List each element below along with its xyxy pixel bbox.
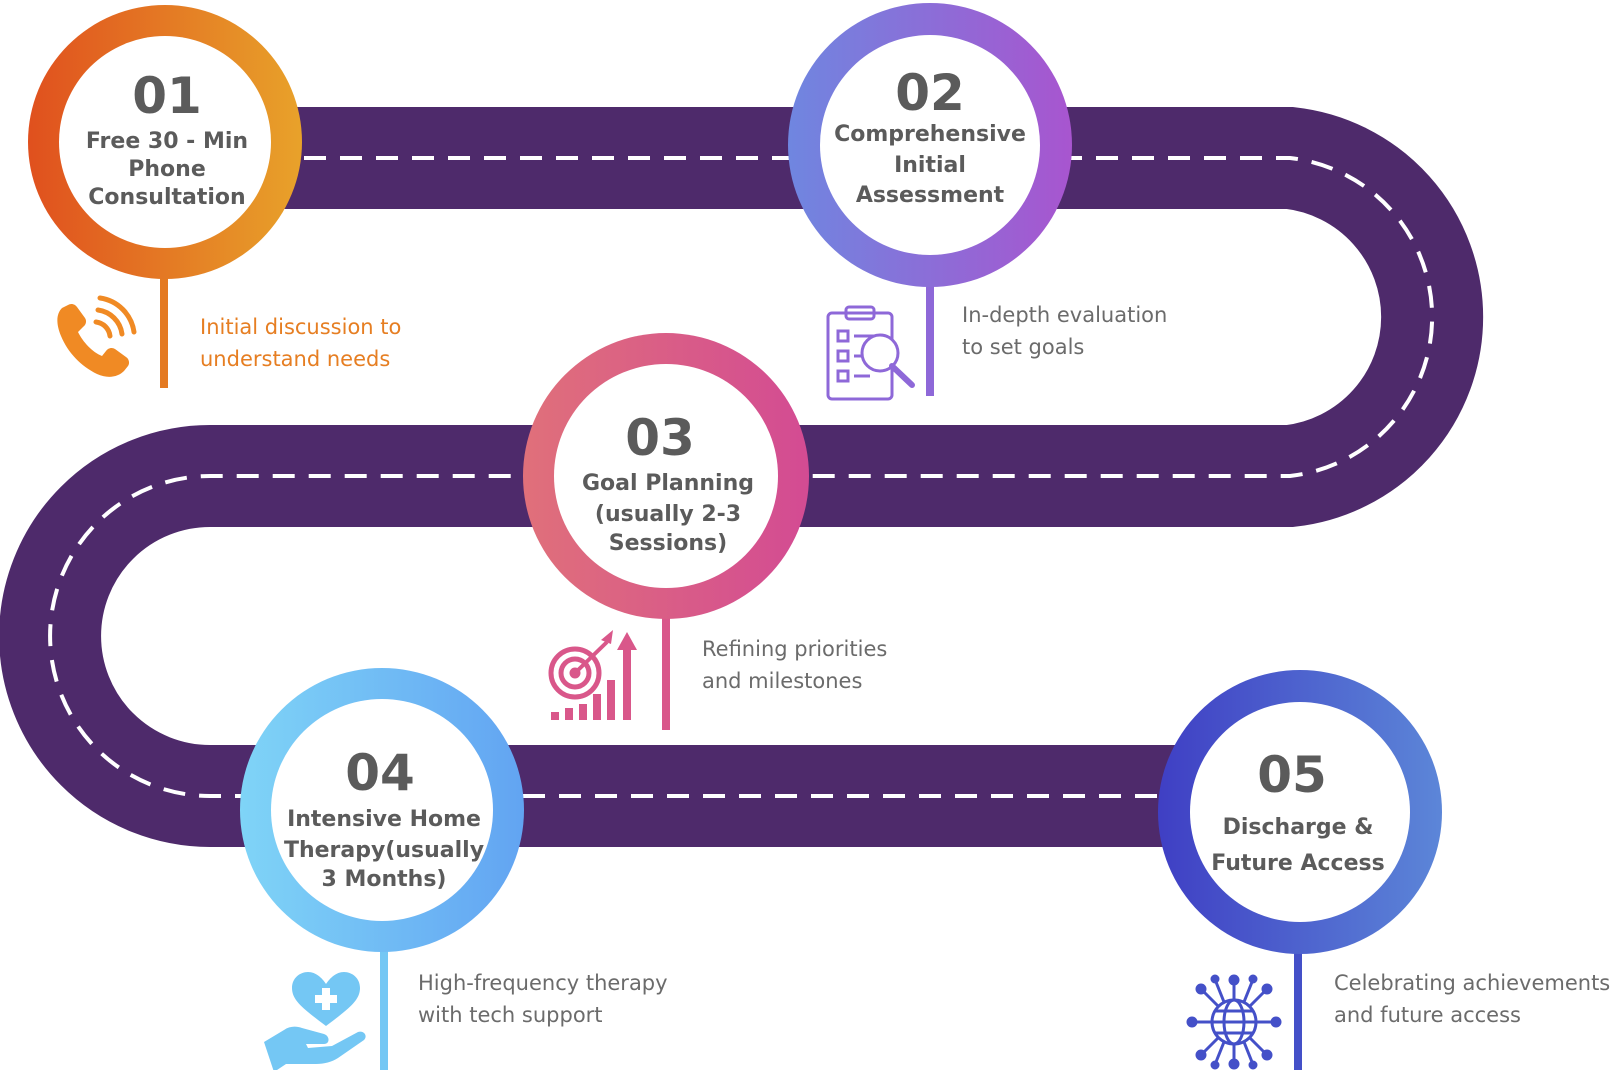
step-5-number: 05 bbox=[1257, 746, 1327, 804]
step-3-title-line-2: (usually 2-3 bbox=[595, 502, 741, 527]
step-1-desc-line-1: Initial discussion to bbox=[200, 315, 401, 339]
step-1: 01 Free 30 - Min Phone Consultation Init… bbox=[28, 5, 401, 388]
clipboard-search-icon bbox=[826, 305, 915, 401]
step-1-title-line-2: Phone bbox=[128, 157, 205, 182]
step-1-number: 01 bbox=[132, 67, 202, 125]
step-3-pin bbox=[662, 590, 670, 730]
step-1-title-line-1: Free 30 - Min bbox=[86, 129, 248, 154]
step-2: 02 Comprehensive Initial Assessment In-d… bbox=[788, 3, 1167, 401]
step-4-title-line-3: 3 Months) bbox=[322, 867, 447, 892]
step-2-title-line-1: Comprehensive bbox=[834, 122, 1026, 147]
step-4-title-line-1: Intensive Home bbox=[287, 807, 481, 832]
step-2-title-line-3: Assessment bbox=[856, 183, 1005, 208]
step-1-pin bbox=[160, 260, 168, 388]
road-center-dashes bbox=[48, 156, 1435, 798]
road bbox=[0, 107, 1484, 847]
step-1-title-line-3: Consultation bbox=[88, 185, 245, 210]
step-2-desc-line-1: In-depth evaluation bbox=[962, 303, 1167, 327]
step-5: 05 Discharge & Future Access Celebrating… bbox=[1158, 670, 1610, 1070]
phone-call-icon bbox=[57, 295, 137, 377]
step-5-inner bbox=[1190, 702, 1410, 922]
step-4: 04 Intensive Home Therapy(usually 3 Mont… bbox=[240, 668, 668, 1070]
step-5-title-line-1: Discharge & bbox=[1223, 815, 1374, 840]
step-3-number: 03 bbox=[625, 409, 695, 467]
step-2-number: 02 bbox=[895, 64, 965, 122]
step-3-desc-line-1: Refining priorities bbox=[702, 637, 887, 661]
step-3-title-line-1: Goal Planning bbox=[582, 471, 754, 496]
step-1-desc-line-2: understand needs bbox=[200, 347, 390, 371]
heart-hand-icon bbox=[264, 972, 366, 1070]
step-4-desc-line-1: High-frequency therapy bbox=[418, 971, 668, 995]
step-4-inner bbox=[271, 699, 493, 921]
step-4-desc-line-2: with tech support bbox=[418, 1003, 603, 1027]
step-3-desc-line-2: and milestones bbox=[702, 669, 862, 693]
step-5-desc-line-1: Celebrating achievements bbox=[1334, 971, 1610, 995]
step-3-title-line-3: Sessions) bbox=[609, 531, 727, 556]
step-4-pin bbox=[380, 930, 388, 1070]
step-5-title-line-2: Future Access bbox=[1211, 851, 1384, 876]
step-5-desc-line-2: and future access bbox=[1334, 1003, 1521, 1027]
globe-network-icon bbox=[1186, 974, 1282, 1070]
step-4-number: 04 bbox=[345, 744, 415, 802]
step-2-title-line-2: Initial bbox=[894, 153, 966, 178]
step-3: 03 Goal Planning (usually 2-3 Sessions) … bbox=[523, 333, 887, 730]
step-4-title-line-2: Therapy(usually bbox=[284, 838, 484, 863]
target-growth-icon bbox=[548, 630, 637, 720]
step-1-inner bbox=[59, 36, 271, 248]
step-2-desc-line-2: to set goals bbox=[962, 335, 1084, 359]
step-2-inner bbox=[820, 35, 1040, 255]
step-3-inner bbox=[554, 364, 778, 588]
step-5-pin bbox=[1294, 930, 1302, 1070]
step-2-pin bbox=[926, 268, 934, 396]
